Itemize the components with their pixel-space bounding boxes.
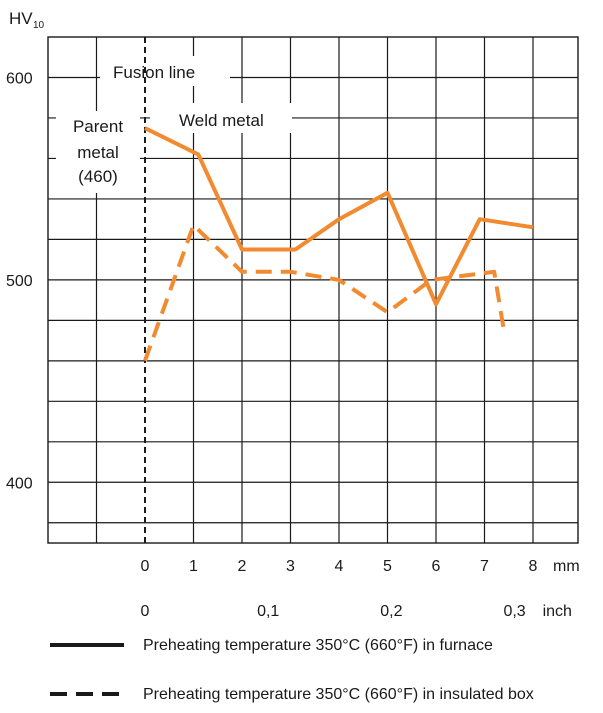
- x-mm-tick-label: 7: [480, 558, 489, 575]
- y-tick-label: 400: [6, 475, 33, 492]
- x-mm-tick-label: 1: [189, 558, 198, 575]
- y-axis-label: HV: [9, 9, 33, 28]
- legend-label: Preheating temperature 350°C (660°F) in …: [143, 637, 493, 654]
- grid: [47, 36, 579, 544]
- x-mm-tick-label: 0: [141, 558, 150, 575]
- parent-metal-label: metal: [77, 143, 119, 162]
- x-mm-unit-label: mm: [553, 558, 580, 575]
- legend: Preheating temperature 350°C (660°F) in …: [50, 637, 534, 703]
- series-line-insulated-box: [143, 223, 506, 362]
- x-mm-tick-label: 3: [286, 558, 295, 575]
- y-axis-label-subscript: 10: [33, 20, 45, 31]
- parent-metal-box: [56, 111, 140, 193]
- series-line-furnace: [144, 126, 534, 307]
- x-inch-tick-label: 0,1: [257, 603, 279, 620]
- x-mm-tick-label: 2: [238, 558, 247, 575]
- series-lines: [143, 126, 534, 362]
- x-mm-tick-label: 5: [383, 558, 392, 575]
- x-mm-tick-label: 4: [335, 558, 344, 575]
- x-mm-tick-label: 8: [529, 558, 538, 575]
- y-tick-label: 600: [6, 70, 33, 87]
- plot-frame: [47, 36, 579, 544]
- weld-metal-label: Weld metal: [179, 111, 264, 130]
- annotations: Fusion line Weld metal Parent metal (460): [56, 37, 292, 543]
- weld-metal-box: [150, 103, 292, 133]
- parent-metal-label: Parent: [73, 117, 123, 136]
- legend-label: Preheating temperature 350°C (660°F) in …: [143, 686, 534, 703]
- tick-labels: HV 10 400 500 600 0 1 2 3 4 5 6 7 8 mm 0 0,1 0,2 0,3 inch: [6, 9, 580, 620]
- parent-metal-label: (460): [78, 167, 118, 186]
- x-mm-tick-label: 6: [432, 558, 441, 575]
- x-inch-tick-label: 0: [141, 603, 150, 620]
- fusion-line-label: Fusion line: [113, 63, 195, 82]
- fusion-line-box: [100, 56, 230, 86]
- x-inch-tick-label: 0,2: [380, 603, 402, 620]
- x-inch-unit-label: inch: [543, 603, 572, 620]
- x-inch-tick-label: 0,3: [503, 603, 525, 620]
- y-tick-label: 500: [6, 273, 33, 290]
